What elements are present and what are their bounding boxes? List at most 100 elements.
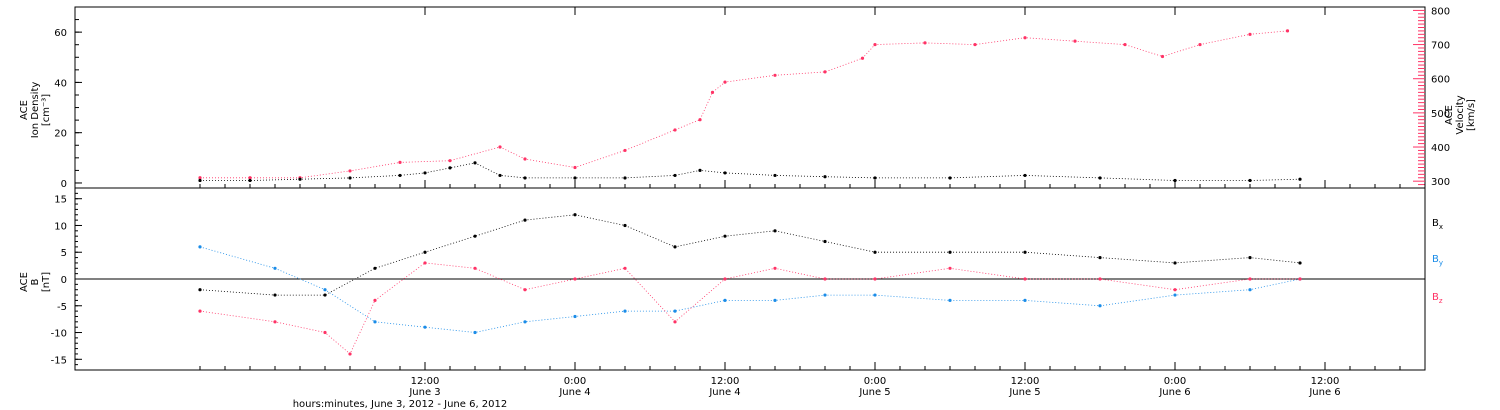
b-field-tick-label: 5	[61, 248, 67, 259]
date-tick-label: June 5	[1008, 387, 1040, 398]
velocity-tick-label: 300	[1431, 177, 1450, 188]
velocity-series-point	[448, 159, 452, 163]
density-axis-ticks: 0 20 40 60	[54, 6, 82, 190]
velocity-series-point	[248, 176, 252, 180]
b-field-tick-label: -15	[51, 355, 67, 366]
bz-series-point	[423, 261, 427, 265]
density-axis-title-line1: ACE	[19, 100, 30, 120]
density-series-point	[1098, 176, 1102, 180]
velocity-axis-ticks: 300 400 500 600 700 800	[1413, 6, 1450, 188]
bz-series-trace	[199, 262, 1300, 355]
density-series-point	[1248, 178, 1252, 183]
date-tick-label: June 4	[708, 387, 740, 398]
b-field-axis-title-line1: ACE	[19, 272, 30, 292]
b-field-tick-label: 0	[61, 275, 67, 286]
time-tick-label: 12:00	[1011, 376, 1040, 387]
density-series-point	[673, 173, 677, 178]
velocity-series-point	[710, 90, 715, 94]
top-panel-frame	[74, 6, 1426, 189]
bx-series-point	[1023, 250, 1027, 254]
velocity-tick-label: 500	[1431, 109, 1450, 120]
bottom-panel-series	[198, 213, 1302, 356]
bx-series-point	[1298, 261, 1302, 265]
velocity-series-point	[1123, 42, 1127, 47]
density-tick-label: 20	[54, 129, 67, 140]
density-series-point	[873, 176, 877, 180]
date-tick-label: June 5	[858, 387, 890, 398]
date-tick-label: June 3	[408, 387, 440, 398]
b-field-tick-label: 15	[54, 195, 67, 206]
by-series-point	[473, 330, 477, 335]
velocity-series-point	[823, 70, 827, 74]
b-field-axis-title-line2: B	[30, 278, 41, 285]
density-series-point	[1298, 177, 1302, 181]
bz-series-point	[473, 266, 477, 270]
date-tick-label: June 4	[558, 387, 590, 398]
by-series-point	[948, 298, 952, 303]
density-series-point	[498, 173, 502, 178]
bx-series-point	[948, 250, 952, 254]
velocity-axis-title-line3: [km/s]	[1466, 99, 1477, 131]
by-series-point	[773, 298, 777, 303]
bx-series-point	[823, 239, 827, 244]
bx-series-point	[473, 234, 477, 238]
by-series-point	[1098, 304, 1102, 308]
velocity-series-point	[673, 128, 677, 132]
by-series-point	[673, 309, 677, 313]
velocity-tick-label: 700	[1431, 41, 1450, 52]
bz-series-point	[1173, 288, 1177, 292]
velocity-series-point	[1023, 36, 1027, 40]
density-axis-title: ACE Ion Density [cm⁻³]	[19, 82, 52, 139]
time-tick-label: 12:00	[411, 376, 440, 387]
bx-series-trace	[199, 214, 1301, 296]
bx-series-point	[573, 213, 577, 217]
by-series-trace	[199, 246, 1301, 333]
legend: Bx By Bz	[1432, 218, 1443, 305]
density-series-point	[523, 176, 527, 180]
velocity-series-point	[923, 41, 927, 45]
by-series-point	[723, 298, 727, 303]
velocity-series	[198, 29, 1290, 180]
bz-series-point	[523, 288, 527, 292]
time-tick-label: 12:00	[711, 376, 740, 387]
b-field-tick-label: -10	[51, 329, 67, 340]
velocity-tick-label: 400	[1431, 143, 1450, 154]
by-series-point	[873, 293, 877, 297]
b-field-tick-label: 10	[54, 221, 67, 232]
density-series-point	[398, 173, 402, 178]
density-series-point	[448, 166, 452, 170]
density-tick-label: 60	[54, 28, 67, 39]
density-series-point	[773, 173, 777, 178]
velocity-tick-label: 800	[1431, 6, 1450, 17]
bx-series-point	[623, 223, 627, 228]
legend-bz: Bz	[1432, 292, 1443, 305]
bz-series-point	[873, 277, 877, 281]
velocity-series-trace	[200, 30, 1288, 179]
b-field-axis-ticks: -15 -10 -5 0 5 10 15	[51, 192, 82, 366]
velocity-series-point	[698, 118, 702, 122]
time-tick-label: 0:00	[564, 376, 586, 387]
b-field-axis-title-line3: [nT]	[41, 272, 52, 292]
by-series-point	[198, 245, 202, 249]
bx-series-point	[373, 266, 377, 270]
bz-series-point	[1248, 277, 1252, 281]
time-tick-label: 0:00	[864, 376, 886, 387]
density-series-point	[948, 176, 952, 180]
density-axis-title-line2: Ion Density	[30, 82, 41, 139]
density-series	[198, 161, 1302, 183]
bz-series-point	[373, 298, 377, 303]
by-series-point	[273, 266, 277, 270]
bz-series	[198, 261, 1302, 356]
density-series-point	[573, 176, 577, 180]
density-tick-label: 40	[54, 78, 67, 89]
by-series-point	[523, 320, 527, 324]
by-series-point	[423, 325, 427, 329]
velocity-series-point	[623, 148, 627, 153]
top-panel: 0 20 40 60 300 400 500 600 700 800 ACE Ion Densi…	[19, 6, 1477, 190]
bz-series-point	[1098, 277, 1102, 281]
time-tick-label: 12:00	[1311, 376, 1340, 387]
velocity-series-point	[1285, 29, 1290, 33]
density-axis-title-line3: [cm⁻³]	[41, 94, 52, 126]
